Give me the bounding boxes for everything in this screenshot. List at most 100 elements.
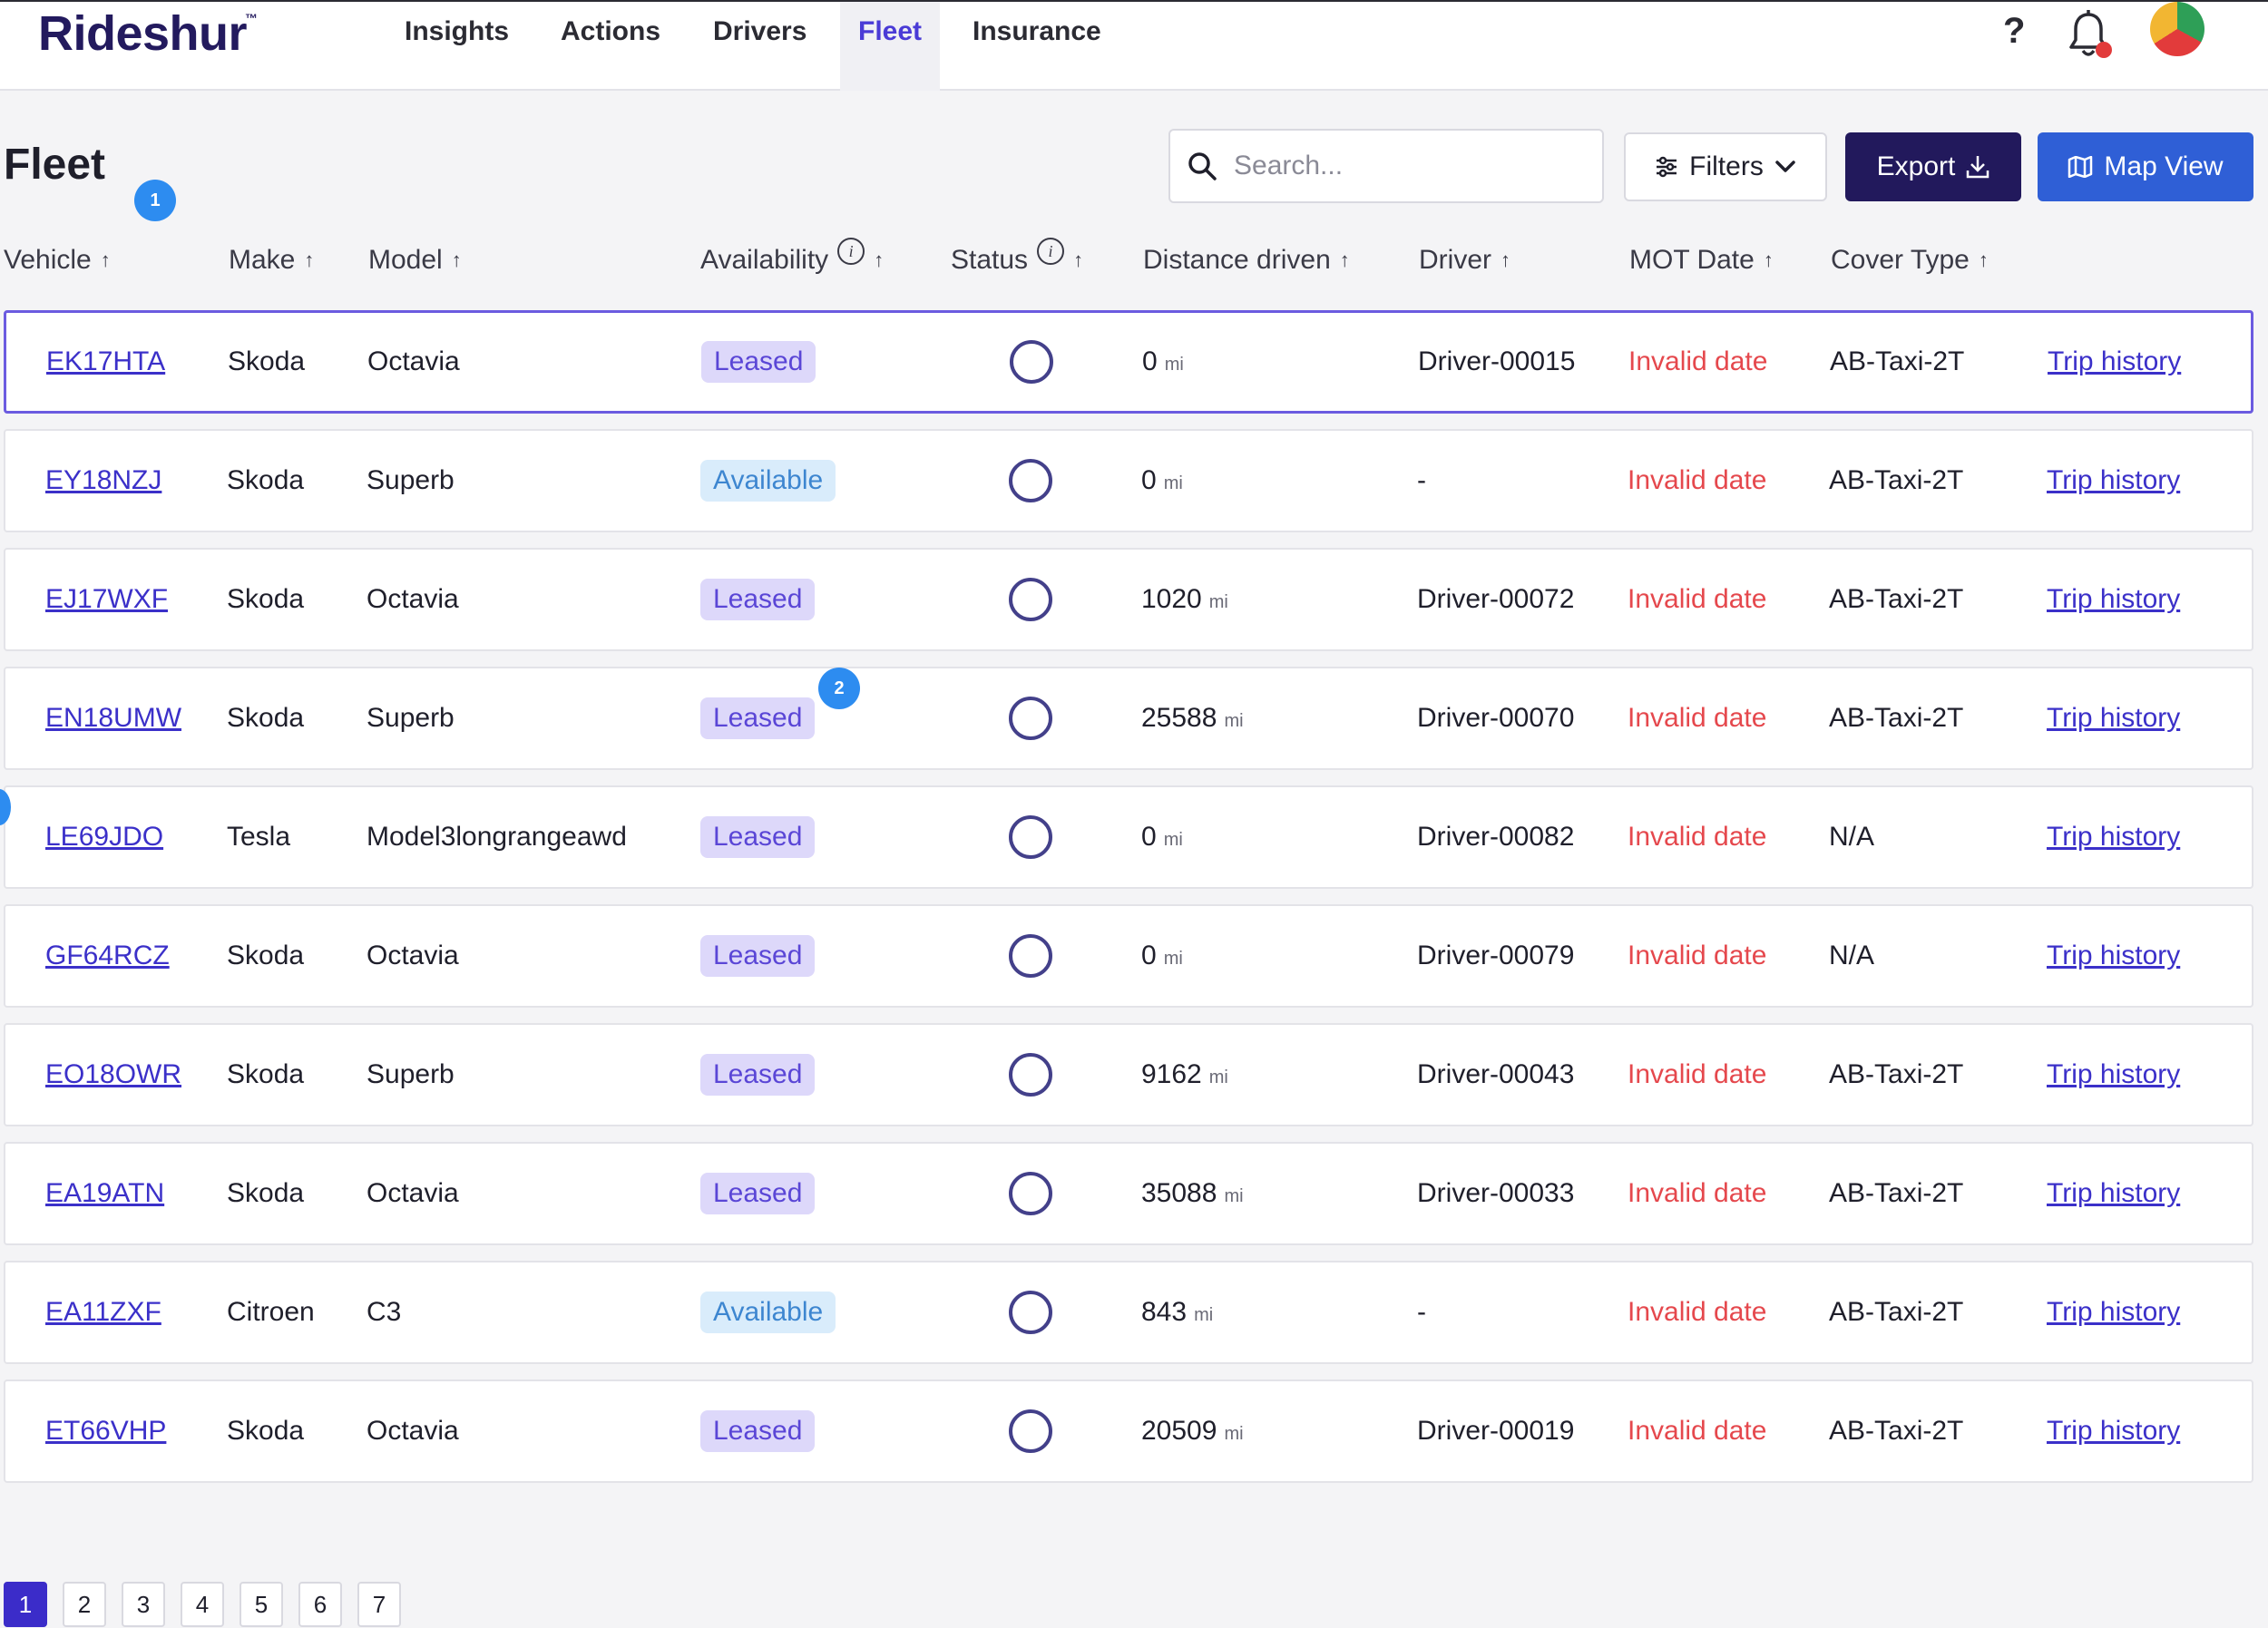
page-button-7[interactable]: 7 [357,1582,401,1627]
bell-icon[interactable] [2067,9,2110,60]
trip-history-link[interactable]: Trip history [2047,1416,2181,1446]
brand-logo[interactable]: Rideshur [38,6,248,61]
vehicle-link[interactable]: EJ17WXF [45,584,169,614]
col-status[interactable]: Status i ↑ [951,238,1083,276]
col-label: Make [229,245,296,275]
col-label: MOT Date [1629,245,1755,275]
trip-history-link[interactable]: Trip history [2047,584,2181,614]
table-row[interactable]: EK17HTA Skoda Octavia Leased 0 mi Driver-00015… [4,310,2253,414]
table-row[interactable]: EA11ZXF Citroen C3 Available 843 mi - Invalid d… [4,1261,2253,1364]
status-ring-icon[interactable] [1010,340,1053,384]
trip-history-link[interactable]: Trip history [2048,346,2182,376]
table-row[interactable]: EN18UMW Skoda Superb Leased 25588 mi Driver-00… [4,667,2253,770]
search-input[interactable] [1234,151,1579,181]
availability-badge: Available [700,1262,836,1362]
vehicle-link[interactable]: EY18NZJ [45,465,162,495]
table-row[interactable]: ET66VHP Skoda Octavia Leased 20509 mi Driver-0… [4,1379,2253,1483]
status-ring-icon[interactable] [1009,815,1052,859]
tab-drivers[interactable]: Drivers [713,16,807,46]
vehicle-link[interactable]: EK17HTA [46,346,166,376]
export-button[interactable]: Export [1845,132,2021,201]
col-driver[interactable]: Driver ↑ [1419,245,1510,276]
sort-arrow-icon: ↑ [1763,249,1774,271]
cover-type-cell: AB-Taxi-2T [1829,703,1964,733]
status-ring-icon[interactable] [1009,459,1052,502]
make-cell: Skoda [227,668,304,768]
sort-arrow-icon: ↑ [874,249,885,271]
col-cover-type[interactable]: Cover Type ↑ [1831,245,1989,276]
availability-badge: Leased [700,550,816,649]
status-ring-icon[interactable] [1009,1053,1052,1097]
make-cell: Skoda [227,550,304,649]
model-cell: Octavia [367,1144,459,1243]
help-icon[interactable]: ? [2003,11,2026,51]
table-row[interactable]: EA19ATN Skoda Octavia Leased 35088 mi Driver-0… [4,1142,2253,1245]
table-row[interactable]: GF64RCZ Skoda Octavia Leased 0 mi Driver-00079… [4,904,2253,1008]
col-vehicle[interactable]: Vehicle ↑ [4,245,111,276]
trip-history-link[interactable]: Trip history [2047,822,2181,852]
availability-badge: Leased [700,1173,816,1214]
availability-badge: Available [700,1292,836,1333]
info-icon[interactable]: i [837,238,865,265]
status-ring-icon[interactable] [1009,934,1052,978]
vehicle-link: EK17HTA [46,313,165,411]
mot-date-cell: Invalid date [1628,465,1767,495]
mot-date-cell: Invalid date [1628,346,1768,376]
driver-cell: Driver-00070 [1417,668,1574,768]
col-distance[interactable]: Distance driven ↑ [1143,245,1350,276]
tab-actions[interactable]: Actions [561,16,661,46]
driver-cell: - [1417,465,1426,495]
trip-history-link[interactable]: Trip history [2047,703,2181,733]
availability-badge: Available [700,460,836,502]
info-icon[interactable]: i [1037,238,1065,265]
status-ring-icon[interactable] [1009,578,1052,621]
avatar[interactable] [2150,2,2204,56]
page-button-3[interactable]: 3 [122,1582,165,1627]
mot-date-cell: Invalid date [1628,1416,1767,1446]
trip-history-link[interactable]: Trip history [2047,1178,2181,1208]
model-cell: Octavia [367,1178,459,1208]
filters-button[interactable]: Filters [1624,132,1827,201]
vehicle-link[interactable]: LE69JDO [45,822,164,852]
sort-arrow-icon: ↑ [100,249,111,271]
vehicle-link[interactable]: EA11ZXF [45,1297,161,1327]
page-button-1[interactable]: 1 [4,1582,47,1627]
table-row[interactable]: LE69JDO Tesla Model3longrangeawd Leased 0 mi D… [4,785,2253,889]
availability-badge: Leased [700,1410,816,1452]
status-ring-icon[interactable] [1009,1291,1052,1334]
trip-history-link[interactable]: Trip history [2047,941,2181,970]
availability-badge: Leased [700,906,816,1006]
table-row[interactable]: EJ17WXF Skoda Octavia Leased 1020 mi Driver-00… [4,548,2253,651]
tab-fleet[interactable]: Fleet [840,2,941,91]
vehicle-link[interactable]: EA19ATN [45,1178,165,1208]
distance-cell: 35088 mi [1141,1144,1244,1243]
status-ring-icon[interactable] [1009,697,1052,740]
status-ring-icon[interactable] [1009,1409,1052,1453]
tab-insurance[interactable]: Insurance [973,16,1101,46]
col-model[interactable]: Model ↑ [368,245,462,276]
vehicle-link[interactable]: EO18OWR [45,1059,182,1089]
make-cell: Skoda [227,431,304,531]
map-view-button[interactable]: Map View [2038,132,2253,201]
col-label: Distance driven [1143,245,1331,275]
search-box[interactable] [1168,129,1604,203]
trip-history-link[interactable]: Trip history [2047,1297,2181,1327]
table-row[interactable]: EO18OWR Skoda Superb Leased 9162 mi Driver-000… [4,1023,2253,1126]
vehicle-link[interactable]: GF64RCZ [45,941,170,970]
page-button-4[interactable]: 4 [181,1582,224,1627]
table-row[interactable]: EY18NZJ Skoda Superb Available 0 mi - Invalid d… [4,429,2253,532]
trip-history-link[interactable]: Trip history [2047,1059,2181,1089]
cover-type-cell: N/A [1829,787,1874,887]
col-mot-date[interactable]: MOT Date ↑ [1629,245,1774,276]
page-button-6[interactable]: 6 [298,1582,342,1627]
page-button-5[interactable]: 5 [240,1582,283,1627]
col-availability[interactable]: Availability i ↑ [700,238,885,276]
status-ring-icon[interactable] [1009,1172,1052,1215]
vehicle-link[interactable]: EN18UMW [45,703,182,733]
col-make[interactable]: Make ↑ [229,245,314,276]
trip-history-link[interactable]: Trip history [2047,465,2181,495]
vehicle-link[interactable]: ET66VHP [45,1416,167,1446]
driver-cell: Driver-00015 [1418,346,1576,376]
page-button-2[interactable]: 2 [63,1582,106,1627]
tab-insights[interactable]: Insights [405,16,510,46]
